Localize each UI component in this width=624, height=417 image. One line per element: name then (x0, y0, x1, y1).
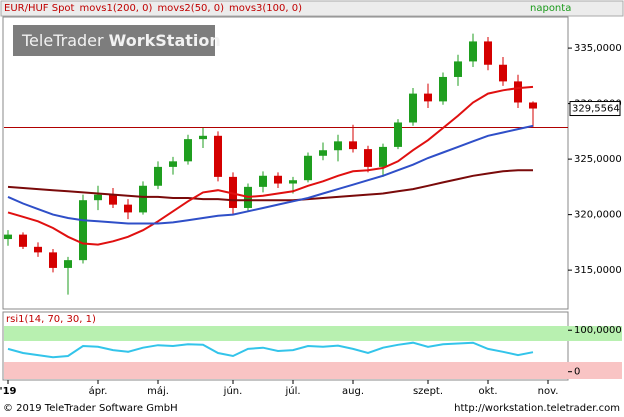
legend-entry: movs2(50, 0) (157, 3, 224, 14)
candle-body (514, 81, 522, 103)
y-tick-label: 320,0000 (574, 210, 622, 221)
candle-body (184, 139, 192, 162)
candle-body (424, 93, 432, 102)
rsi-lower-band-axis (568, 362, 622, 379)
candle-body (4, 234, 12, 240)
legend-entry: movs3(100, 0) (229, 3, 302, 14)
rsi-title: rsi1(14, 70, 30, 1) (6, 314, 96, 325)
candle-body (124, 204, 132, 213)
rsi-line (7, 341, 534, 359)
candle-body (319, 150, 327, 156)
footer-url: http://workstation.teletrader.com (454, 403, 620, 414)
candle-body (169, 161, 177, 167)
last-price-box (569, 101, 621, 117)
logo-brand: TeleTrader (21, 31, 104, 50)
candle-body (439, 76, 447, 102)
moving-average-line (7, 85, 534, 246)
candle-body (409, 93, 417, 123)
chart-title: EUR/HUF Spot (4, 3, 75, 14)
frequency: naponta (530, 3, 571, 14)
logo: TeleTrader WorkStation (21, 31, 221, 50)
candle-body (304, 155, 312, 181)
candle-body (274, 175, 282, 184)
candle-body (49, 252, 57, 268)
candle-body (289, 180, 297, 184)
x-tick-label: jún. (223, 385, 243, 397)
candle-body (94, 194, 102, 201)
x-tick-label: aug. (342, 386, 364, 397)
candle-body (379, 146, 387, 167)
x-tick-label: okt. (478, 386, 497, 397)
candle-body (199, 135, 207, 140)
y-tick-label: 0 (574, 367, 580, 378)
candle-body (214, 135, 222, 177)
x-tick-label: '19 (0, 386, 17, 397)
candle-body (364, 149, 372, 167)
x-tick-label: ápr. (89, 385, 108, 397)
moving-average-line (7, 124, 534, 225)
header-bar (0, 0, 624, 17)
candle-body (19, 234, 27, 247)
y-tick-label: 335,0000 (574, 43, 622, 54)
logo-product: WorkStation (109, 31, 221, 50)
rsi-upper-band (4, 326, 568, 341)
x-tick-label: nov. (538, 386, 559, 397)
candle-body (529, 102, 537, 109)
candle-body (34, 246, 42, 253)
candle-body (64, 260, 72, 268)
price-panel (2, 16, 569, 310)
candle-body (334, 141, 342, 151)
y-tick-label: 325,0000 (574, 154, 622, 165)
candle-body (229, 176, 237, 208)
candle-body (154, 166, 162, 186)
legend-entry: movs1(200, 0) (79, 3, 152, 14)
candle-body (394, 122, 402, 147)
candle-body (259, 175, 267, 187)
last-price-label: 329,5564 (572, 104, 620, 115)
candle-body (454, 61, 462, 77)
logo-box (13, 25, 215, 56)
candle-body (349, 141, 357, 150)
candle-body (109, 194, 117, 205)
candle-body (499, 64, 507, 82)
candle-body (484, 41, 492, 65)
x-tick-label: júl. (284, 385, 300, 397)
x-tick-label: máj. (147, 385, 169, 397)
candle-body (469, 41, 477, 62)
y-tick-label: 100,0000 (574, 325, 622, 336)
candle-body (139, 185, 147, 213)
candle-body (79, 200, 87, 261)
footer-copyright: © 2019 TeleTrader Software GmbH (3, 403, 178, 414)
y-tick-label: 315,0000 (574, 265, 622, 276)
moving-average-line (7, 169, 533, 202)
x-tick-label: szept. (413, 386, 443, 397)
rsi-upper-band-axis (568, 326, 622, 341)
rsi-lower-band (4, 362, 568, 379)
